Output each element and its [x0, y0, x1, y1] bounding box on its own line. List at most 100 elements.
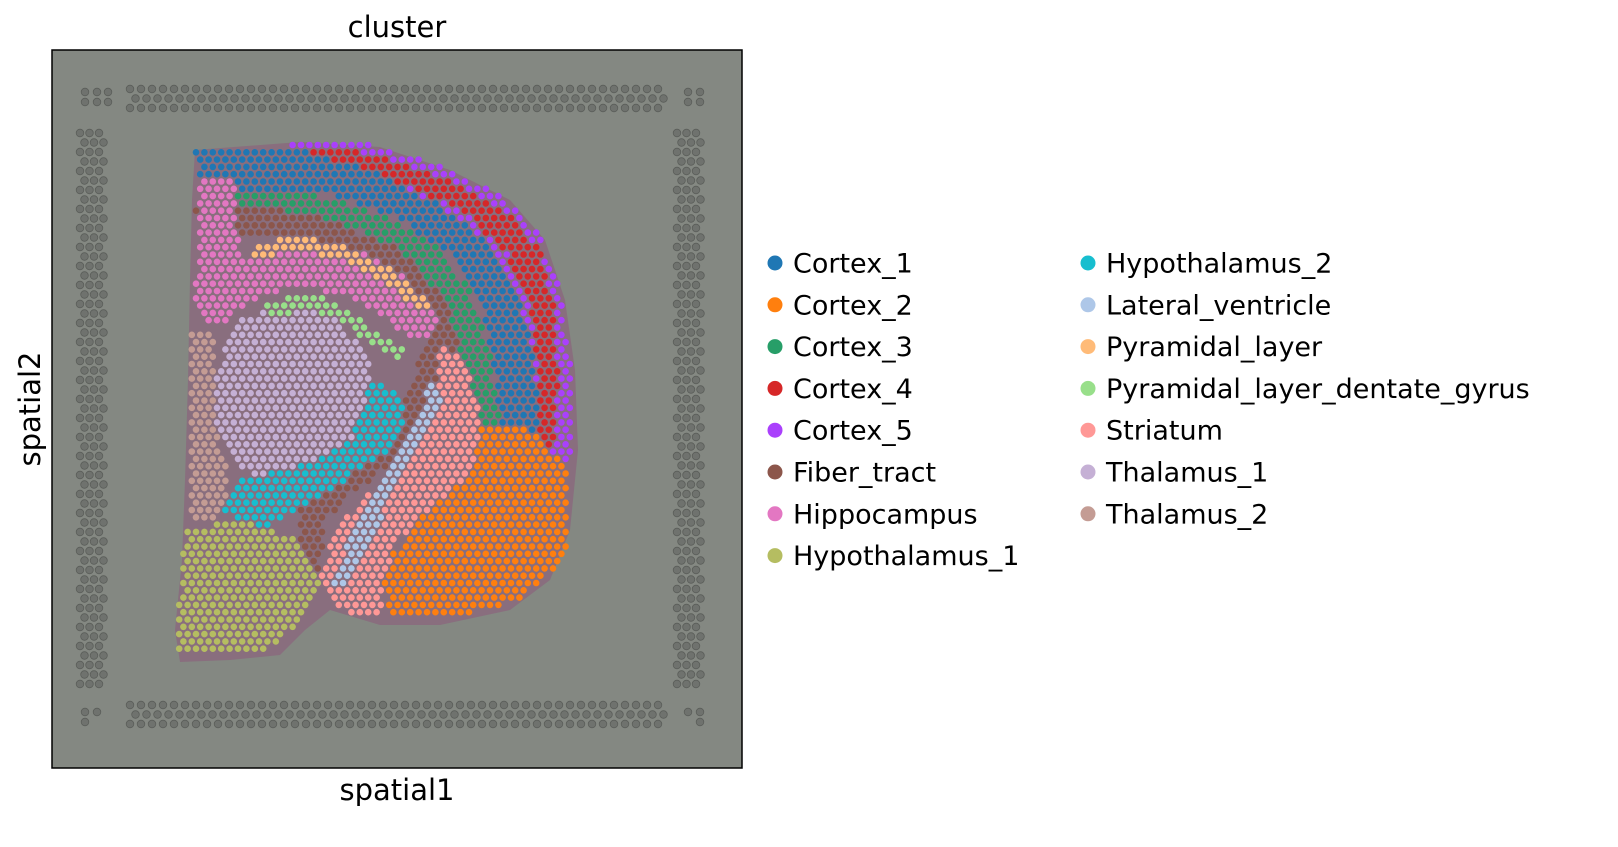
- fiducial-spot: [75, 679, 85, 689]
- spot-thalamus-1: [272, 389, 280, 397]
- spot-thalamus-1: [297, 360, 305, 368]
- spot-hippocampus: [385, 295, 393, 302]
- fiducial-spot: [80, 423, 89, 432]
- spot-hypothalamus-1: [213, 521, 221, 528]
- fiducial-spot: [334, 700, 344, 710]
- spot-fiber-tract: [318, 528, 326, 536]
- spot-cortex-3: [432, 258, 439, 266]
- spot-fiber-tract: [440, 316, 448, 324]
- spot-thalamus-1: [238, 448, 246, 455]
- spot-hypothalamus-1: [222, 594, 229, 601]
- spot-cortex-1: [499, 287, 506, 295]
- spot-striatum: [436, 455, 443, 463]
- spot-thalamus-1: [238, 433, 246, 441]
- spot-cortex-1: [226, 149, 233, 156]
- legend-entry: Cortex_3: [767, 332, 913, 363]
- spot-thalamus-1: [314, 448, 322, 455]
- spot-striatum: [373, 565, 380, 572]
- spot-cortex-1: [427, 207, 435, 214]
- spot-lateral-ventricle: [432, 404, 439, 412]
- spot-cortex-1: [444, 236, 452, 244]
- spot-thalamus-1: [314, 419, 322, 426]
- spot-fiber-tract: [406, 389, 414, 397]
- spot-hippocampus: [322, 287, 330, 295]
- spot-fiber-tract: [381, 462, 389, 470]
- spot-hypothalamus-1: [222, 565, 229, 572]
- fiducial-spot: [94, 147, 104, 157]
- spot-striatum: [322, 565, 330, 572]
- spot-hippocampus: [280, 273, 288, 280]
- spot-striatum: [436, 411, 443, 419]
- fiducial-spot: [565, 84, 575, 94]
- spot-striatum: [335, 557, 343, 565]
- spot-striatum: [327, 572, 334, 579]
- fiducial-spot: [92, 707, 102, 717]
- spot-cortex-2: [415, 535, 422, 543]
- spot-fiber-tract: [364, 462, 372, 470]
- spot-thalamus-2: [196, 506, 204, 514]
- spot-pyramidal-layer: [339, 243, 347, 251]
- spot-fiber-tract: [394, 441, 401, 448]
- spot-hypothalamus-1: [243, 572, 250, 579]
- spot-pyramidal-layer: [385, 265, 393, 273]
- spot-lateral-ventricle: [423, 419, 431, 426]
- spot-hypothalamus-2: [360, 411, 368, 419]
- spot-cortex-1: [528, 411, 536, 419]
- spot-cortex-2: [490, 492, 498, 499]
- fiducial-spot: [604, 94, 613, 103]
- spot-thalamus-1: [339, 331, 347, 339]
- fiducial-spot: [672, 508, 682, 518]
- spot-lateral-ventricle: [427, 397, 435, 404]
- spot-cortex-4: [507, 258, 515, 266]
- spot-cortex-3: [474, 316, 481, 324]
- fiducial-spot: [136, 719, 146, 729]
- legend-entry: Hypothalamus_1: [767, 541, 1019, 572]
- spot-cortex-2: [427, 514, 435, 521]
- spot-striatum: [440, 492, 448, 499]
- spot-cortex-5: [499, 200, 506, 207]
- spot-cortex-2: [520, 426, 527, 434]
- spot-cortex-2: [440, 535, 448, 543]
- spot-thalamus-2: [205, 375, 212, 382]
- spot-cortex-1: [289, 170, 296, 178]
- spot-cortex-1: [394, 192, 401, 200]
- spot-hypothalamus-1: [276, 557, 284, 565]
- spot-hypothalamus-1: [310, 587, 317, 594]
- spot-cortex-2: [507, 462, 515, 470]
- spot-cortex-1: [352, 163, 359, 171]
- spot-hypothalamus-1: [226, 601, 233, 609]
- spot-cortex-3: [335, 207, 343, 214]
- spot-hypothalamus-1: [217, 543, 225, 550]
- spot-cortex-2: [436, 557, 443, 565]
- spot-cortex-1: [205, 170, 212, 178]
- fiducial-spot: [75, 318, 85, 328]
- spot-thalamus-1: [348, 360, 355, 368]
- spot-striatum: [352, 601, 359, 609]
- spot-pyramidal-layer-dentate-gyrus: [339, 316, 347, 324]
- spot-thalamus-2: [205, 346, 212, 353]
- spot-cortex-2: [541, 521, 548, 528]
- spot-hypothalamus-1: [243, 645, 250, 652]
- fiducial-spot: [686, 442, 696, 451]
- fiducial-spot: [532, 719, 542, 729]
- spot-cortex-2: [532, 492, 540, 499]
- spot-hippocampus: [390, 287, 397, 295]
- spot-thalamus-2: [188, 331, 196, 339]
- spot-cortex-2: [398, 565, 406, 572]
- fiducial-spot: [191, 719, 201, 729]
- spot-cortex-4: [427, 178, 435, 185]
- legend-entry: Fiber_tract: [767, 458, 936, 489]
- spot-striatum: [427, 470, 435, 477]
- spot-hypothalamus-1: [230, 608, 238, 616]
- fiducial-spot: [85, 470, 94, 480]
- fiducial-spot: [180, 700, 190, 710]
- spot-thalamus-1: [360, 353, 368, 361]
- spot-fiber-tract: [402, 411, 410, 419]
- spot-hypothalamus-1: [205, 535, 212, 543]
- spot-hypothalamus-1: [209, 645, 217, 652]
- spot-striatum: [373, 579, 380, 587]
- fiducial-spot: [691, 413, 701, 423]
- spot-cortex-1: [364, 170, 372, 178]
- spot-cortex-5: [562, 426, 569, 434]
- spot-cortex-2: [453, 587, 460, 594]
